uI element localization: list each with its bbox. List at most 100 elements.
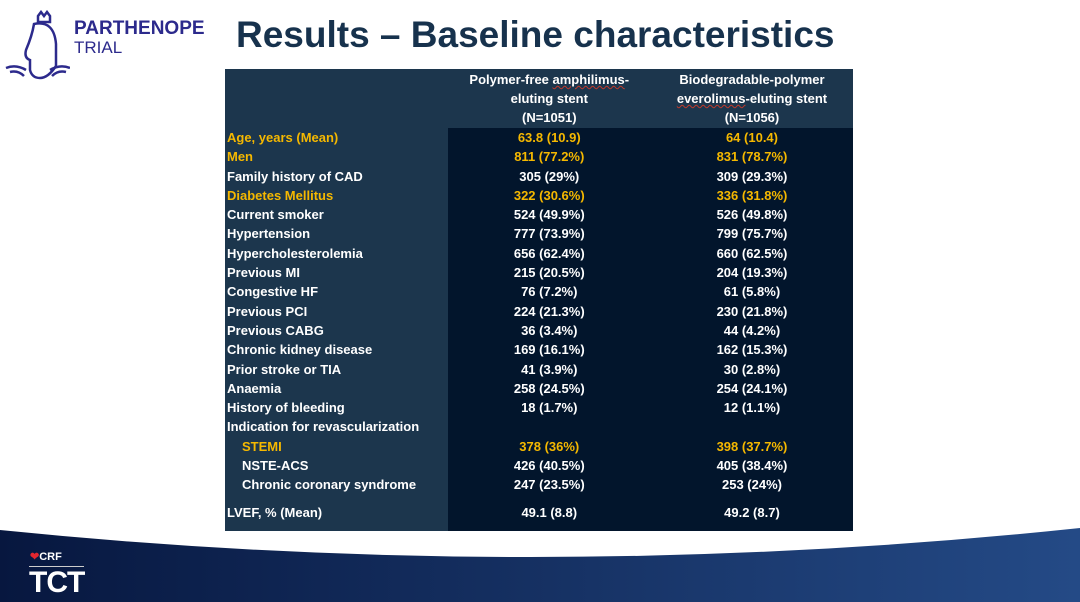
header-text: -eluting stent <box>745 91 828 106</box>
table-row: LVEF, % (Mean) 49.1 (8.8) 49.2 (8.7) <box>225 494 853 531</box>
value-biodegradable: 12 (1.1%) <box>650 398 853 418</box>
value-biodegradable: 398 (37.7%) <box>650 436 853 457</box>
value-polymer-free: 224 (21.3%) <box>447 301 651 321</box>
tct-logo: TCT <box>29 566 85 599</box>
row-label: LVEF, % (Mean) <box>225 494 448 531</box>
value-polymer-free: 258 (24.5%) <box>447 378 651 399</box>
row-label: Anaemia <box>225 378 448 399</box>
table-row: Chronic kidney disease 169 (16.1%) 162 (15… <box>225 340 853 360</box>
row-label: Previous MI <box>225 263 448 283</box>
table-header-row: Polymer-free amphilimus- eluting stent (… <box>225 69 853 128</box>
value-polymer-free <box>447 417 651 437</box>
table-row: Hypercholesterolemia 656 (62.4%) 660 (62.5… <box>225 243 853 264</box>
row-label: Diabetes Mellitus <box>225 185 448 206</box>
value-polymer-free: 322 (30.6%) <box>447 185 651 206</box>
table-row: Congestive HF 76 (7.2%) 61 (5.8%) <box>225 282 853 302</box>
table-row: Chronic coronary syndrome 247 (23.5%) 253 … <box>225 475 853 495</box>
value-biodegradable: 831 (78.7%) <box>650 147 853 167</box>
table-row: History of bleeding 18 (1.7%) 12 (1.1%) <box>225 398 853 418</box>
value-biodegradable: 49.2 (8.7) <box>650 494 853 531</box>
value-biodegradable: 253 (24%) <box>650 475 853 495</box>
table-row: Previous CABG 36 (3.4%) 44 (4.2%) <box>225 320 853 341</box>
value-polymer-free: 247 (23.5%) <box>447 475 651 495</box>
value-polymer-free: 426 (40.5%) <box>447 456 651 476</box>
row-label: Current smoker <box>225 205 448 225</box>
header-text: eluting stent <box>510 91 588 106</box>
table-row: NSTE-ACS 426 (40.5%) 405 (38.4%) <box>225 456 853 476</box>
table-row: Anaemia 258 (24.5%) 254 (24.1%) <box>225 378 853 399</box>
row-label: Hypercholesterolemia <box>225 243 448 264</box>
value-biodegradable: 230 (21.8%) <box>650 301 853 321</box>
row-label: NSTE-ACS <box>225 456 448 476</box>
value-biodegradable: 64 (10.4) <box>650 128 853 148</box>
row-label: Congestive HF <box>225 282 448 302</box>
value-polymer-free: 811 (77.2%) <box>447 147 651 167</box>
value-biodegradable: 61 (5.8%) <box>650 282 853 302</box>
table-row: Previous PCI 224 (21.3%) 230 (21.8%) <box>225 301 853 321</box>
value-biodegradable: 162 (15.3%) <box>650 340 853 360</box>
value-biodegradable: 44 (4.2%) <box>650 320 853 341</box>
crf-text: CRF <box>39 551 62 563</box>
header-text: Polymer-free <box>469 72 553 87</box>
value-polymer-free: 63.8 (10.9) <box>447 128 651 148</box>
header-text: amphilimus <box>552 72 625 87</box>
table-row: Current smoker 524 (49.9%) 526 (49.8%) <box>225 205 853 225</box>
value-biodegradable: 30 (2.8%) <box>650 359 853 379</box>
slide-title: Results – Baseline characteristics <box>236 14 835 55</box>
header-text: everolimus <box>676 91 746 106</box>
value-biodegradable: 660 (62.5%) <box>650 243 853 264</box>
value-biodegradable: 254 (24.1%) <box>650 378 853 399</box>
header-empty <box>225 69 448 128</box>
value-polymer-free: 18 (1.7%) <box>447 398 651 418</box>
header-n: (N=1056) <box>724 110 780 125</box>
row-label: Hypertension <box>225 224 448 244</box>
table-row: STEMI 378 (36%) 398 (37.7%) <box>225 436 853 457</box>
header-polymer-free: Polymer-free amphilimus- eluting stent (… <box>447 69 651 128</box>
value-biodegradable: 204 (19.3%) <box>650 263 853 283</box>
value-polymer-free: 305 (29%) <box>447 166 651 186</box>
header-biodegradable-polymer: Biodegradable-polymer everolimus-eluting… <box>650 69 853 128</box>
header-text: - <box>624 72 630 87</box>
value-polymer-free: 36 (3.4%) <box>447 320 651 341</box>
row-label: Indication for revascularization <box>225 417 448 437</box>
row-label: Prior stroke or TIA <box>225 359 448 379</box>
table-row: Hypertension 777 (73.9%) 799 (75.7%) <box>225 224 853 244</box>
row-label: Family history of CAD <box>225 166 448 186</box>
value-polymer-free: 524 (49.9%) <box>447 205 651 225</box>
header-text: Biodegradable-polymer <box>679 72 825 87</box>
value-polymer-free: 777 (73.9%) <box>447 224 651 244</box>
value-biodegradable: 405 (38.4%) <box>650 456 853 476</box>
table-row: Family history of CAD 305 (29%) 309 (29.3%… <box>225 166 853 186</box>
baseline-characteristics-table: Polymer-free amphilimus- eluting stent (… <box>225 69 853 531</box>
value-polymer-free: 656 (62.4%) <box>447 243 651 264</box>
value-polymer-free: 169 (16.1%) <box>447 340 651 360</box>
value-biodegradable <box>650 417 853 437</box>
value-biodegradable: 336 (31.8%) <box>650 185 853 206</box>
value-biodegradable: 526 (49.8%) <box>650 205 853 225</box>
table-row: Men 811 (77.2%) 831 (78.7%) <box>225 147 853 167</box>
row-label: History of bleeding <box>225 398 448 418</box>
value-polymer-free: 49.1 (8.8) <box>447 494 651 531</box>
row-label: Previous PCI <box>225 301 448 321</box>
logo-subtext: TRIAL <box>74 38 123 57</box>
crf-logo: ❤CRF <box>30 550 62 563</box>
value-biodegradable: 309 (29.3%) <box>650 166 853 186</box>
header-n: (N=1051) <box>521 110 577 125</box>
value-polymer-free: 215 (20.5%) <box>447 263 651 283</box>
value-polymer-free: 41 (3.9%) <box>447 359 651 379</box>
value-polymer-free: 378 (36%) <box>447 436 651 457</box>
logo-text: PARTHENOPE <box>74 18 205 39</box>
value-biodegradable: 799 (75.7%) <box>650 224 853 244</box>
table-row: Previous MI 215 (20.5%) 204 (19.3%) <box>225 263 853 283</box>
table-row: Age, years (Mean) 63.8 (10.9) 64 (10.4) <box>225 128 853 148</box>
row-label: Chronic coronary syndrome <box>225 475 448 495</box>
row-label: Men <box>225 147 448 167</box>
row-label: Previous CABG <box>225 320 448 341</box>
parthenope-trial-logo: PARTHENOPE TRIAL <box>4 9 224 82</box>
table-row: Prior stroke or TIA 41 (3.9%) 30 (2.8%) <box>225 359 853 379</box>
row-label: STEMI <box>225 436 448 457</box>
parthenope-emblem-icon <box>5 9 71 80</box>
row-label: Age, years (Mean) <box>225 128 448 148</box>
heart-icon: ❤ <box>30 551 40 563</box>
table-row: Indication for revascularization <box>225 417 853 437</box>
